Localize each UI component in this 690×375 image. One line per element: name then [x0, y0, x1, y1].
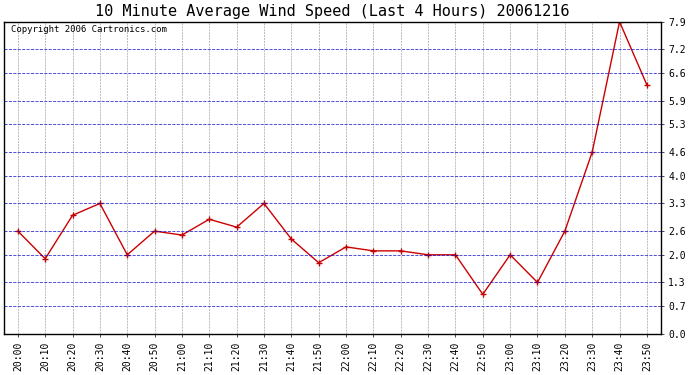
Title: 10 Minute Average Wind Speed (Last 4 Hours) 20061216: 10 Minute Average Wind Speed (Last 4 Hou… — [95, 4, 570, 19]
Text: Copyright 2006 Cartronics.com: Copyright 2006 Cartronics.com — [11, 25, 166, 34]
